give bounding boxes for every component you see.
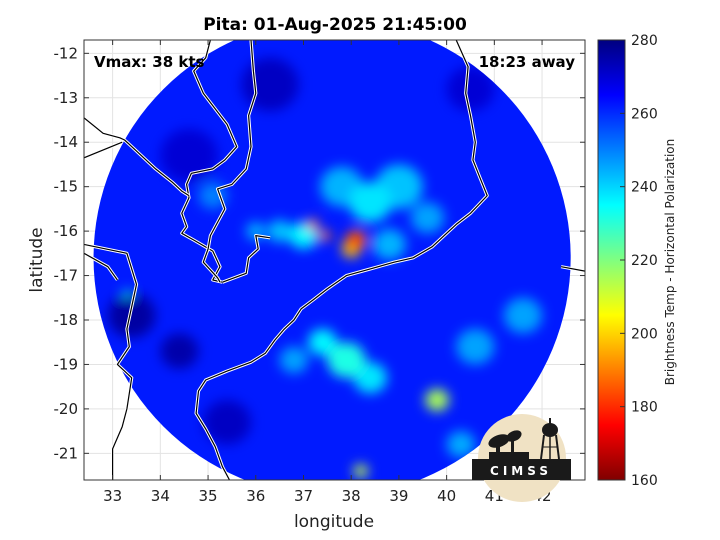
swath-feature bbox=[327, 342, 366, 378]
coastline bbox=[202, 40, 257, 283]
x-tick-label: 39 bbox=[389, 487, 408, 505]
coastline bbox=[84, 243, 138, 480]
y-tick-label: -13 bbox=[54, 89, 79, 107]
swath-feature bbox=[308, 328, 337, 356]
swath-feature bbox=[267, 220, 292, 243]
swath-feature bbox=[279, 346, 309, 374]
satellite-dish-icon bbox=[488, 430, 529, 459]
water-tower-icon bbox=[540, 418, 560, 460]
logo-text: CIMSS bbox=[490, 464, 552, 478]
colorbar-tick-label: 240 bbox=[631, 180, 658, 196]
swath-feature bbox=[425, 388, 450, 412]
swath-feature bbox=[503, 297, 543, 334]
coastline bbox=[84, 141, 123, 159]
colorbar-ticks: 160 180 200 220 240 260 280 bbox=[620, 33, 658, 489]
y-tick-label: -16 bbox=[54, 222, 79, 240]
colorbar-label: Brightness Temp - Horizontal Polarizatio… bbox=[663, 139, 677, 386]
swath-feature bbox=[203, 400, 251, 445]
y-tick-label: -12 bbox=[54, 44, 79, 62]
x-tick-label: 35 bbox=[199, 487, 218, 505]
y-tick-label: -21 bbox=[54, 444, 79, 462]
y-axis-label: latitude bbox=[27, 227, 47, 292]
logo-banner bbox=[472, 459, 571, 480]
swath-feature bbox=[372, 228, 407, 260]
colorbar-tick-label: 280 bbox=[631, 33, 658, 49]
x-tick-label: 34 bbox=[151, 487, 170, 505]
swath-feature bbox=[123, 289, 131, 297]
swath-background bbox=[93, 40, 571, 480]
vmax-annotation: Vmax: 38 kts bbox=[94, 53, 204, 71]
colorbar-tick-label: 220 bbox=[631, 253, 658, 269]
y-tick-label: -17 bbox=[54, 267, 79, 285]
x-tick-label: 33 bbox=[103, 487, 122, 505]
swath-feature bbox=[107, 293, 156, 338]
x-tick-label: 37 bbox=[294, 487, 313, 505]
swath-feature bbox=[345, 230, 367, 250]
coastline bbox=[222, 235, 271, 283]
swath-feature bbox=[348, 182, 392, 223]
coastline bbox=[560, 266, 585, 272]
x-tick-label: 38 bbox=[342, 487, 361, 505]
x-axis-ticks: 33343536373839404142 bbox=[103, 40, 552, 505]
swath-image bbox=[93, 40, 571, 480]
swath-feature bbox=[446, 66, 495, 112]
colorbar: 160 180 200 220 240 260 280 Brightness Temp - … bbox=[597, 33, 677, 489]
swath-feature bbox=[446, 431, 476, 458]
colorbar-tick-label: 200 bbox=[631, 326, 658, 342]
coastline bbox=[84, 252, 118, 281]
x-axis-label: longitude bbox=[294, 512, 374, 532]
coastline bbox=[195, 40, 488, 480]
cimss-logo: CIMSS bbox=[472, 414, 571, 502]
coastline bbox=[84, 117, 190, 197]
colorbar-tick-label: 260 bbox=[631, 106, 658, 122]
swath-feature bbox=[160, 128, 218, 183]
y-tick-label: -14 bbox=[54, 133, 79, 151]
y-tick-label: -19 bbox=[54, 355, 79, 373]
y-tick-label: -18 bbox=[54, 311, 79, 329]
swath-feature bbox=[410, 202, 445, 234]
y-tick-label: -15 bbox=[54, 178, 79, 196]
plot-frame bbox=[83, 39, 586, 481]
y-tick-label: -20 bbox=[54, 400, 79, 418]
x-tick-label: 40 bbox=[437, 487, 456, 505]
swath-feature bbox=[241, 57, 299, 112]
chart-title: Pita: 01-Aug-2025 21:45:00 bbox=[203, 15, 467, 35]
swath-feature bbox=[456, 328, 495, 365]
time-away-annotation: 18:23 away bbox=[479, 53, 576, 71]
coastline bbox=[181, 40, 238, 283]
coastlines bbox=[84, 40, 585, 480]
colorbar-tick-label: 160 bbox=[631, 473, 658, 489]
x-tick-label: 36 bbox=[246, 487, 265, 505]
swath-features bbox=[107, 57, 543, 478]
swath-feature bbox=[319, 230, 331, 241]
swath-feature bbox=[307, 219, 319, 230]
swath-feature bbox=[353, 464, 368, 478]
colorbar-tick-label: 180 bbox=[631, 400, 658, 416]
y-axis-ticks: -12 -13 -14 -15 -16 -17 -18 -19 -20 -21 bbox=[54, 44, 585, 462]
swath-feature bbox=[160, 333, 199, 369]
